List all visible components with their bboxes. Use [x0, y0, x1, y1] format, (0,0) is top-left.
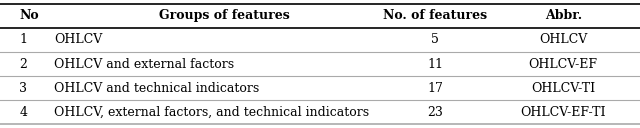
- Text: OHLCV: OHLCV: [539, 33, 588, 46]
- Text: Groups of features: Groups of features: [159, 9, 289, 22]
- Text: OHLCV: OHLCV: [54, 33, 102, 46]
- Text: OHLCV, external factors, and technical indicators: OHLCV, external factors, and technical i…: [54, 106, 369, 119]
- Text: Abbr.: Abbr.: [545, 9, 582, 22]
- Text: OHLCV-EF: OHLCV-EF: [529, 57, 598, 71]
- Text: 1: 1: [19, 33, 27, 46]
- Text: 2: 2: [19, 57, 27, 71]
- Text: No: No: [19, 9, 39, 22]
- Text: OHLCV and external factors: OHLCV and external factors: [54, 57, 234, 71]
- Text: OHLCV and technical indicators: OHLCV and technical indicators: [54, 82, 260, 95]
- Text: 4: 4: [19, 106, 27, 119]
- Text: 3: 3: [19, 82, 27, 95]
- Text: 5: 5: [431, 33, 439, 46]
- Text: OHLCV-EF-TI: OHLCV-EF-TI: [520, 106, 606, 119]
- Text: 11: 11: [428, 57, 444, 71]
- Text: 23: 23: [428, 106, 443, 119]
- Text: No. of features: No. of features: [383, 9, 487, 22]
- Text: OHLCV-TI: OHLCV-TI: [531, 82, 595, 95]
- Text: 17: 17: [428, 82, 443, 95]
